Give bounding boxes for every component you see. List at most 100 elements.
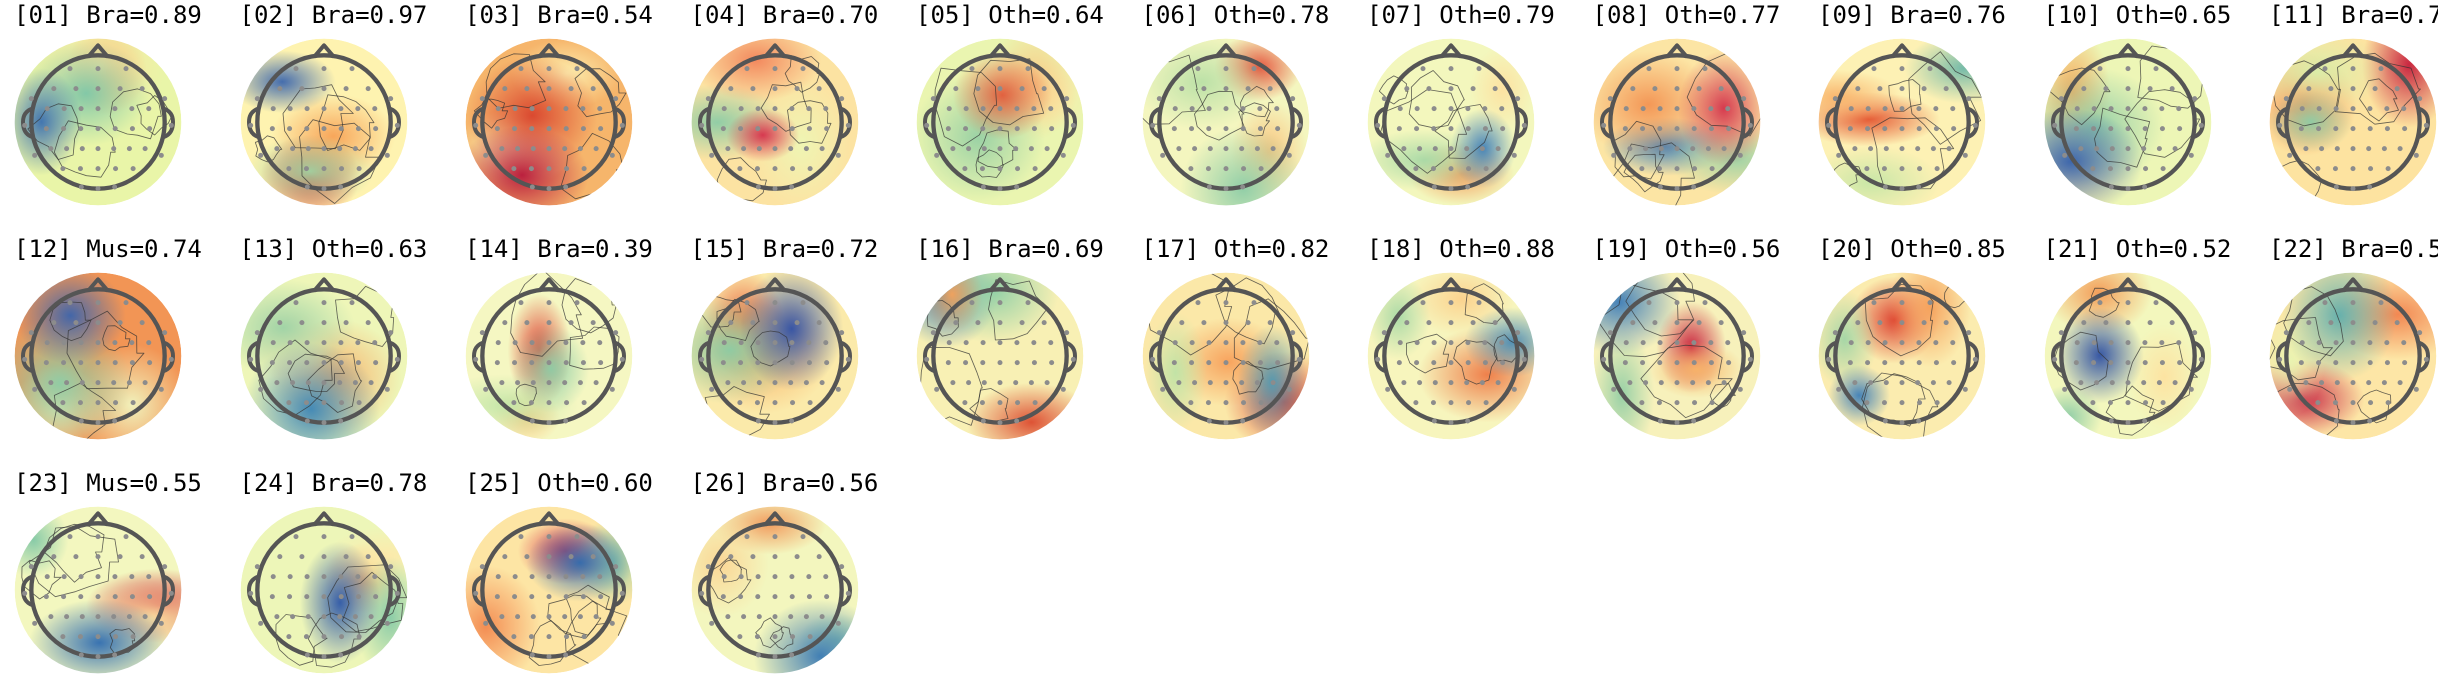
sensor-dot [321,340,326,346]
sensor-dot [1521,122,1527,128]
sensor-dot [2350,166,2356,172]
sensor-dot [2125,360,2130,366]
sensor-dot [113,634,119,640]
ica-component-panel: [02] Bra=0.97 [234,0,459,228]
sensor-dot [2169,86,2175,92]
ica-component-panel: [11] Bra=0.71 [2263,0,2438,228]
sensor-dot [1740,96,1746,102]
sensor-dot [772,420,777,426]
sensor-dot [1950,106,1956,112]
left-ear-icon [1824,340,1837,373]
sensor-dot [61,340,67,346]
sensor-dot [1658,146,1664,152]
sensor-dot [1702,66,1708,72]
sensor-dot [77,634,83,640]
sensor-dot [740,146,746,152]
sensor-dot [2350,380,2356,386]
sensor-dot [142,380,148,386]
sensor-dot [112,594,118,600]
nose-icon [1890,43,1914,59]
contour-line [282,84,354,150]
sensor-dot [270,574,276,580]
sensor-dot [1194,300,1200,306]
sensor-dot [2385,400,2391,406]
sensor-dot [930,96,936,102]
sensor-dot [1274,360,1280,366]
component-label: [08] Oth=0.77 [1592,1,1781,29]
scalp-topomap [14,506,182,674]
sensor-dot [1626,380,1632,386]
sensor-dot [1159,386,1165,392]
sensor-dot [529,574,535,580]
sensor-dot [1465,340,1471,346]
sensor-dot [2333,106,2339,112]
sensor-dot [1871,66,1877,72]
sensor-dot [546,654,552,660]
sensor-dot [789,594,795,600]
sensor-dot [1448,146,1454,152]
sensor-dot [2125,420,2130,426]
sensor-dot [371,340,377,346]
sensor-dot [755,418,761,424]
sensor-dot [743,534,749,540]
sensor-dot [1826,122,1832,128]
sensor-dot [355,360,361,366]
contour-line [257,339,333,416]
sensor-dot [67,534,73,540]
sensor-dot [1048,106,1054,112]
sensor-dot [1610,386,1616,392]
sensor-dot [1882,126,1888,132]
sensor-dot [1254,380,1260,386]
component-label: [01] Bra=0.89 [14,1,202,29]
sensor-dot [2350,420,2356,426]
sensor-dot [112,418,118,424]
right-ear-icon [839,340,852,373]
sensor-dot [247,356,253,362]
sensor-dot [1448,300,1454,306]
sensor-dot [1881,166,1887,172]
sensor-dot [721,106,727,112]
sensor-dot [962,166,968,172]
sensor-dot [1915,146,1921,152]
sensor-dot [95,534,101,540]
sensor-dot [529,126,535,132]
sensor-dot [772,300,777,306]
sensor-dot [1270,380,1276,386]
sensor-dot [130,634,136,640]
right-ear-icon [163,574,176,607]
sensor-dot [1245,86,1251,92]
ica-component-panel: [13] Oth=0.63 [234,234,459,462]
sensor-dot [303,360,309,366]
sensor-dot [2367,418,2373,424]
sensor-dot [997,360,1003,366]
sensor-dot [1638,400,1644,406]
sensor-dot [1708,360,1714,366]
sensor-dot [1430,166,1436,172]
sensor-dot [111,146,117,152]
sensor-dot [338,360,344,366]
left-ear-icon [922,340,935,373]
right-ear-icon [388,340,401,373]
left-ear-icon [2275,106,2288,139]
sensor-dot [1031,106,1037,112]
sensor-dot [254,330,260,336]
sensor-dot [321,654,326,660]
sensor-dot [349,300,355,306]
sensor-dot [1725,126,1731,132]
sensor-dot [1607,330,1613,336]
sensor-dot [2401,340,2407,346]
sensor-dot [524,554,530,560]
sensor-dot [789,166,795,172]
contour-line [1453,339,1498,385]
sensor-dot [980,106,986,112]
sensor-dot [1600,122,1606,128]
sensor-dot [997,420,1003,426]
sensor-dot [1257,360,1263,366]
sensor-dot [289,146,295,152]
sensor-dot [1420,300,1426,306]
sensor-dot [2176,126,2182,132]
sensor-dot [126,614,132,620]
right-ear-icon [2418,340,2431,373]
sensor-dot [1865,340,1871,346]
sensor-dot [708,386,714,392]
